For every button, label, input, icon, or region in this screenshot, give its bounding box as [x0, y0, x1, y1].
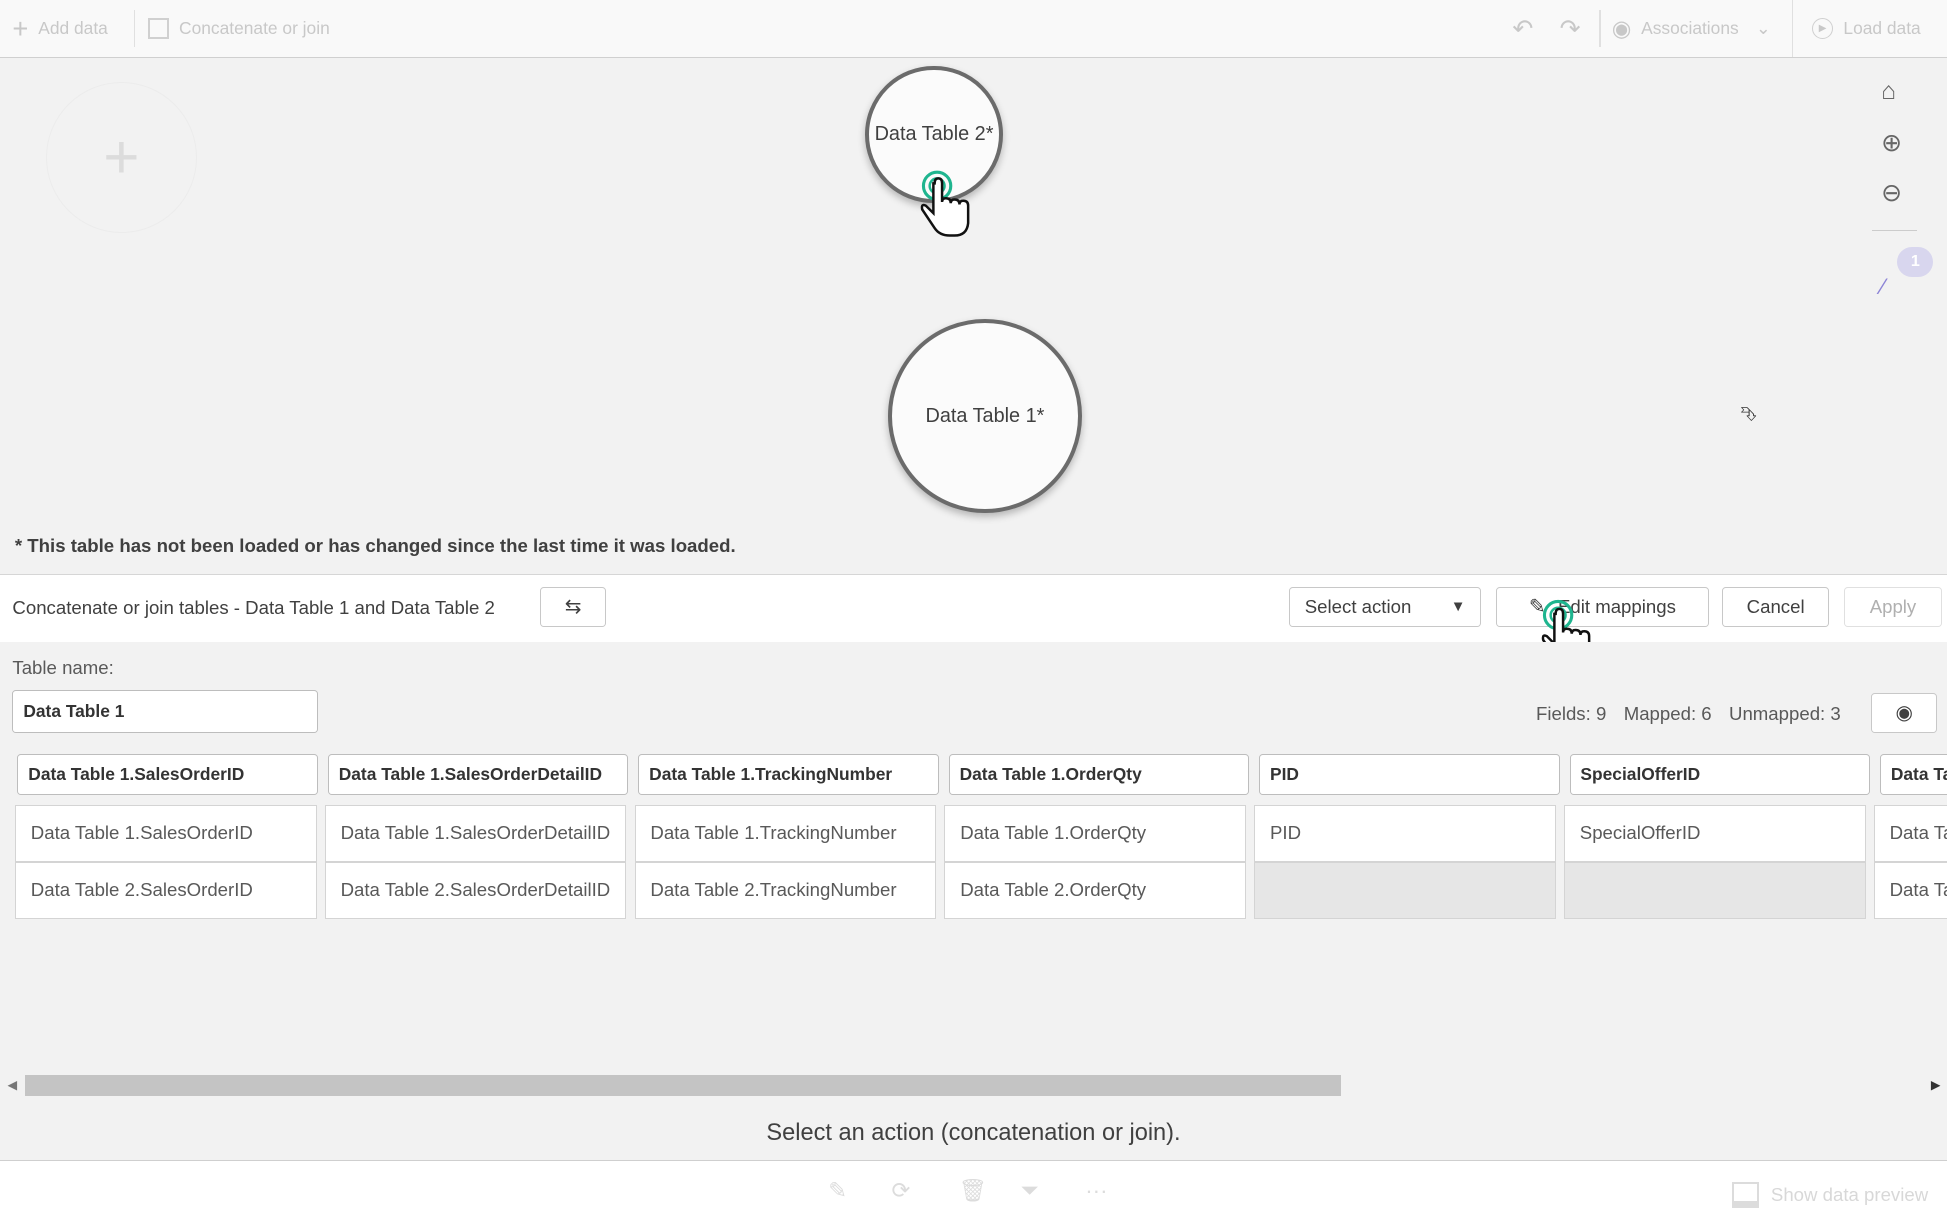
- redo-button[interactable]: ↷: [1560, 0, 1581, 57]
- apply-button[interactable]: Apply: [1843, 587, 1943, 627]
- mapping-cell[interactable]: Data Table 2.SalesOrderDetailID: [324, 861, 627, 919]
- scrollbar-thumb[interactable]: [24, 1075, 1342, 1097]
- table-node-data-table-1[interactable]: Data Table 1*: [887, 319, 1083, 514]
- play-icon: ▶: [1811, 17, 1834, 40]
- cancel-button[interactable]: Cancel: [1722, 587, 1830, 627]
- add-data-button[interactable]: + Add data: [12, 0, 107, 57]
- associations-dropdown[interactable]: ◉ Associations ⌄: [1612, 0, 1771, 57]
- add-table-node[interactable]: +: [45, 81, 197, 233]
- column-header[interactable]: SpecialOfferID: [1569, 753, 1870, 795]
- mapping-cell[interactable]: Data Table 2.TrackingNumber: [634, 861, 937, 919]
- column-header[interactable]: Data Table 1.SalesOrderID: [17, 753, 318, 795]
- pencil-icon: ✎: [1528, 595, 1546, 618]
- load-data-label: Load data: [1843, 18, 1921, 39]
- mapping-cell[interactable]: [1563, 861, 1866, 919]
- mapping-cell[interactable]: Data Table 1.OrderQty: [944, 804, 1247, 862]
- mouse-arrow-cursor-icon: ⮷: [1740, 403, 1757, 426]
- plus-icon: +: [12, 12, 29, 44]
- redo-icon: ↷: [1559, 15, 1581, 43]
- filter-icon[interactable]: ⏷: [1020, 1178, 1039, 1204]
- field-stats: Fields: 9 Mapped: 6 Unmapped: 3: [1536, 703, 1841, 725]
- pencil-icon[interactable]: ✎: [828, 1178, 847, 1204]
- undo-icon: ↶: [1512, 15, 1534, 43]
- zoom-out-icon[interactable]: ⊖: [1881, 179, 1902, 207]
- divider: [1791, 0, 1793, 58]
- panel-title: Concatenate or join tables - Data Table …: [12, 597, 495, 618]
- cancel-label: Cancel: [1746, 595, 1805, 617]
- refresh-icon[interactable]: ⟳: [891, 1178, 911, 1204]
- mapping-cell[interactable]: Data Table 2.OrderQty: [944, 861, 1247, 919]
- column-header[interactable]: Data Ta: [1879, 753, 1947, 795]
- top-toolbar: + Add data Concatenate or join ↶ ↷ ◉ Ass…: [0, 0, 1947, 59]
- plus-icon: +: [103, 122, 140, 192]
- preview-panel-icon: [1732, 1182, 1759, 1209]
- trash-icon[interactable]: 🗑: [958, 1178, 987, 1204]
- column-header[interactable]: Data Table 1.TrackingNumber: [638, 753, 939, 795]
- chevron-down-icon: ⌄: [1756, 18, 1771, 39]
- edit-mappings-button[interactable]: ✎ Edit mappings: [1496, 587, 1709, 627]
- horizontal-scrollbar[interactable]: ◀ ▶: [0, 1075, 1947, 1097]
- scroll-right-arrow-icon[interactable]: ▶: [1930, 1077, 1941, 1092]
- divider: [1599, 9, 1601, 48]
- apply-label: Apply: [1869, 595, 1917, 617]
- mapping-cell[interactable]: Data Ta: [1873, 804, 1947, 862]
- home-icon[interactable]: ⌂: [1881, 78, 1897, 106]
- associations-label: Associations: [1641, 18, 1739, 39]
- fields-count: Fields: 9: [1535, 702, 1607, 724]
- undo-button[interactable]: ↶: [1512, 0, 1533, 57]
- recommendation-badge: 1: [1897, 247, 1934, 277]
- column-header[interactable]: Data Table 1.SalesOrderDetailID: [327, 753, 629, 795]
- mapping-cell[interactable]: Data Ta: [1873, 861, 1947, 919]
- show-data-preview-button[interactable]: Show data preview: [1732, 1182, 1929, 1209]
- bottom-toolbar: ✎ ⟳ 🗑 ⏷ ··· Show data preview: [0, 1160, 1947, 1227]
- concatenate-icon: [147, 17, 170, 40]
- concat-join-panel-header: Concatenate or join tables - Data Table …: [0, 573, 1947, 668]
- swap-tables-button[interactable]: ⇆: [540, 587, 606, 627]
- column-header[interactable]: PID: [1259, 753, 1560, 795]
- node-label: Data Table 1*: [925, 404, 1045, 427]
- eye-icon: ◉: [1611, 15, 1632, 41]
- status-message: Select an action (concatenation or join)…: [766, 1118, 1181, 1145]
- select-action-dropdown[interactable]: Select action ▼: [1288, 587, 1482, 627]
- swap-icon: ⇆: [564, 595, 582, 618]
- mapping-cell[interactable]: Data Table 1.SalesOrderDetailID: [324, 804, 627, 862]
- data-model-canvas[interactable]: + Data Table 2* Data Table 1* ⮷ ⌂ ⊕ ⊖ 1 …: [0, 58, 1947, 574]
- node-label: Data Table 2*: [874, 122, 994, 145]
- magic-wand-icon[interactable]: ⁄: [1881, 274, 1885, 300]
- add-data-label: Add data: [38, 18, 108, 39]
- concatenate-or-join-button[interactable]: Concatenate or join: [147, 0, 330, 57]
- mapping-cell[interactable]: Data Table 1.TrackingNumber: [634, 804, 937, 862]
- more-icon[interactable]: ···: [1085, 1178, 1108, 1204]
- edit-mappings-label: Edit mappings: [1557, 595, 1676, 617]
- toggle-visibility-button[interactable]: ◉: [1871, 692, 1938, 733]
- caret-down-icon: ▼: [1450, 598, 1466, 615]
- mapped-count: Mapped: 6: [1623, 702, 1712, 724]
- table-name-label: Table name:: [12, 656, 114, 678]
- mapping-cell[interactable]: Data Table 1.SalesOrderID: [14, 804, 317, 862]
- select-action-label: Select action: [1304, 595, 1412, 617]
- divider: [134, 9, 136, 48]
- column-header[interactable]: Data Table 1.OrderQty: [948, 753, 1250, 795]
- divider: [1872, 229, 1918, 231]
- mapping-cell[interactable]: [1254, 861, 1556, 919]
- table-name-input[interactable]: [12, 690, 318, 733]
- mapping-cell[interactable]: SpecialOfferID: [1563, 804, 1866, 862]
- unloaded-note: * This table has not been loaded or has …: [14, 535, 736, 557]
- eye-icon: ◉: [1895, 701, 1913, 724]
- unmapped-count: Unmapped: 3: [1729, 702, 1841, 724]
- pointer-hand-cursor-icon: [921, 171, 970, 238]
- scroll-left-arrow-icon[interactable]: ◀: [7, 1077, 17, 1092]
- concat-join-panel-body: Table name: Fields: 9 Mapped: 6 Unmapped…: [0, 641, 1947, 1161]
- zoom-in-icon[interactable]: ⊕: [1881, 129, 1902, 157]
- mapping-cell[interactable]: Data Table 2.SalesOrderID: [14, 861, 317, 919]
- concat-join-label: Concatenate or join: [179, 18, 330, 39]
- show-preview-label: Show data preview: [1770, 1184, 1929, 1206]
- mapping-cell[interactable]: PID: [1254, 804, 1556, 862]
- load-data-button[interactable]: ▶ Load data: [1811, 0, 1921, 57]
